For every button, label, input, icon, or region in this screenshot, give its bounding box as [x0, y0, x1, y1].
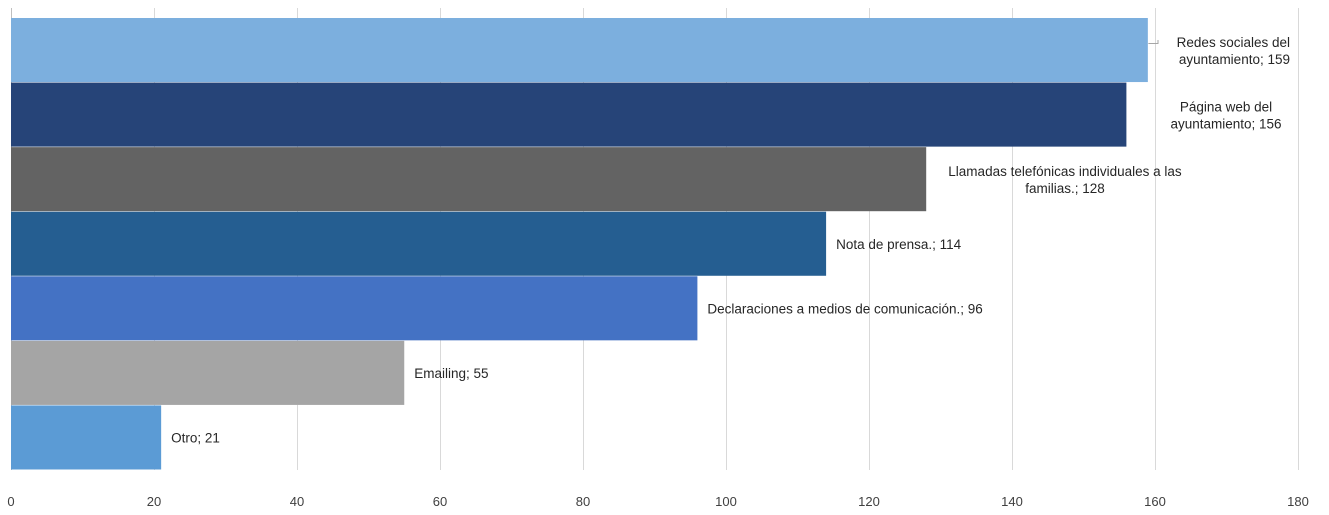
bar [11, 82, 1127, 147]
x-tick-label: 20 [147, 494, 161, 509]
data-labels: Redes sociales del ayuntamiento; 159 Págin… [171, 35, 1290, 446]
data-label: Llamadas telefónicas individuales a las f… [948, 164, 1182, 196]
bar [11, 18, 1148, 83]
x-tick-label: 100 [715, 494, 737, 509]
bar [11, 405, 162, 470]
bar [11, 276, 698, 341]
leader-line [1148, 40, 1159, 44]
x-tick-label: 180 [1287, 494, 1309, 509]
x-tick-label: 80 [576, 494, 590, 509]
bar [11, 211, 827, 276]
x-tick-label: 120 [858, 494, 880, 509]
data-label: Página web del ayuntamiento; 156 [1170, 99, 1281, 131]
x-tick-label: 0 [7, 494, 14, 509]
x-tick-label: 160 [1144, 494, 1166, 509]
x-axis-ticks: 0 20 40 60 80 100 120 140 160 180 [7, 494, 1308, 509]
x-tick-label: 40 [290, 494, 304, 509]
bars [11, 18, 1148, 470]
data-label: Otro; 21 [171, 431, 220, 446]
data-label: Declaraciones a medios de comunicación.;… [707, 302, 982, 317]
data-label: Redes sociales del ayuntamiento; 159 [1177, 35, 1290, 67]
data-label: Nota de prensa.; 114 [836, 237, 962, 252]
bar [11, 340, 405, 405]
x-tick-label: 60 [433, 494, 447, 509]
x-tick-label: 140 [1001, 494, 1023, 509]
bar [11, 147, 927, 212]
data-label: Emailing; 55 [414, 366, 488, 381]
